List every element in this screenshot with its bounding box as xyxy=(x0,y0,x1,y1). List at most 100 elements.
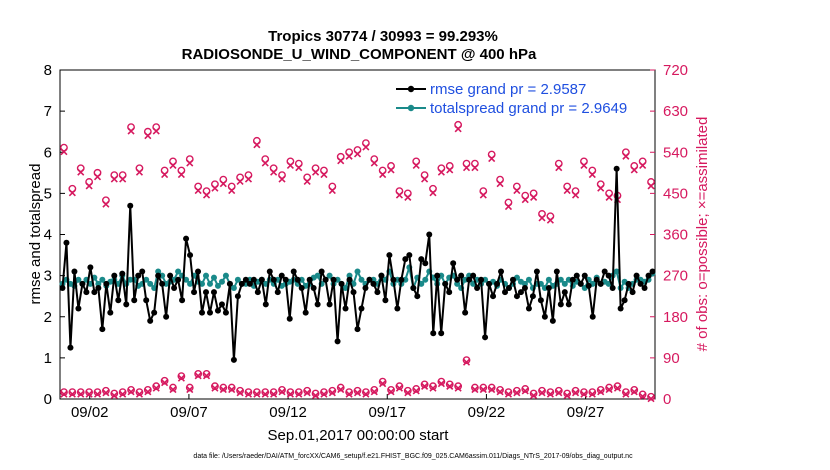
obs-assimilated-marker xyxy=(479,191,487,199)
obs-possible-marker xyxy=(529,389,538,398)
rmse-point xyxy=(266,268,273,275)
rmse-point xyxy=(502,289,509,296)
rmse-point xyxy=(258,276,265,283)
totalspread-point xyxy=(557,276,564,283)
obs-possible-marker xyxy=(345,388,354,397)
rmse-point xyxy=(458,272,465,279)
obs-assimilated-marker xyxy=(404,389,412,397)
left-tick-label: 2 xyxy=(44,309,52,326)
rmse-point xyxy=(290,268,297,275)
obs-assimilated-marker xyxy=(421,382,429,390)
obs-possible-marker xyxy=(127,385,135,394)
obs-possible-marker xyxy=(353,386,362,395)
totalspread-point xyxy=(326,272,333,279)
obs-possible-marker xyxy=(68,388,77,397)
x-tick-label: 09/07 xyxy=(170,404,208,421)
rmse-series xyxy=(59,165,656,363)
obs-possible-marker xyxy=(320,388,328,397)
obs-assimilated-marker xyxy=(521,387,529,395)
rmse-point xyxy=(210,289,217,296)
rmse-point xyxy=(641,284,648,291)
obs-possible-marker xyxy=(563,389,572,398)
legend-rmse-marker xyxy=(407,85,415,93)
obs-assimilated-marker xyxy=(303,177,311,185)
obs-assimilated-marker xyxy=(211,184,219,192)
rmse-point xyxy=(131,297,138,304)
rmse-point xyxy=(637,280,644,287)
rmse-point xyxy=(286,315,293,322)
totalspread-point xyxy=(99,276,106,283)
totalspread-point xyxy=(521,280,528,287)
rmse-point xyxy=(418,256,425,263)
obs-assimilated-marker xyxy=(169,386,177,394)
rmse-point xyxy=(613,165,620,172)
obs-assimilated-marker xyxy=(639,392,647,400)
obs-possible-marker xyxy=(437,377,446,386)
obs-possible-marker xyxy=(387,385,395,394)
obs-assimilated-marker xyxy=(597,184,605,192)
obs-possible-marker xyxy=(512,386,521,395)
obs-possible-marker xyxy=(361,388,370,397)
totalspread-point xyxy=(358,276,365,283)
obs-possible-marker xyxy=(487,383,496,392)
obs-possible-marker xyxy=(303,386,312,395)
obs-assimilated-marker xyxy=(345,390,353,398)
obs-assimilated-marker xyxy=(429,384,437,392)
obs-possible-marker xyxy=(118,388,127,397)
obs-possible-marker xyxy=(194,369,203,378)
rmse-point xyxy=(557,301,564,308)
obs-possible-marker xyxy=(278,385,286,394)
obs-assimilated-marker xyxy=(278,175,286,183)
rmse-point xyxy=(127,202,134,209)
x-tick-label: 09/22 xyxy=(468,404,506,421)
obs-assimilated-marker xyxy=(613,384,622,392)
rmse-point xyxy=(525,305,532,312)
obs-possible-marker xyxy=(244,388,253,397)
obs-assimilated-marker xyxy=(412,387,420,395)
obs-assimilated-marker xyxy=(144,132,152,140)
obs-possible-marker xyxy=(227,383,236,392)
rmse-point xyxy=(454,276,461,283)
obs-possible-marker xyxy=(588,388,597,397)
x-tick-label: 09/27 xyxy=(567,404,605,421)
rmse-point xyxy=(123,301,130,308)
obs-assimilated-marker xyxy=(194,186,202,195)
obs-assimilated-marker xyxy=(312,391,320,400)
rmse-point xyxy=(386,252,393,259)
legend: rmse grand pr = 2.9587 totalspread grand… xyxy=(396,81,627,117)
rmse-point xyxy=(549,317,556,324)
plot-area xyxy=(59,69,656,400)
obs-possible-marker xyxy=(202,369,211,378)
obs-possible-marker xyxy=(580,388,588,397)
obs-assimilated-marker xyxy=(513,186,521,195)
obs-possible-marker xyxy=(621,388,630,397)
obs-assimilated-marker xyxy=(446,166,454,174)
rmse-point xyxy=(71,268,78,275)
rmse-point xyxy=(183,235,190,242)
left-tick-label: 1 xyxy=(44,350,52,367)
rmse-point xyxy=(171,284,178,291)
obs-possible-marker xyxy=(596,385,605,394)
obs-assimilated-marker xyxy=(253,141,261,149)
rmse-point xyxy=(541,313,548,320)
totalspread-point xyxy=(218,278,225,285)
rmse-point xyxy=(581,272,588,279)
obs-assimilated-marker xyxy=(580,390,588,398)
obs-assimilated-marker xyxy=(513,389,521,397)
rmse-point xyxy=(147,317,154,324)
totalspread-point xyxy=(183,276,190,283)
obs-possible-marker xyxy=(504,388,513,397)
obs-assimilated-marker xyxy=(488,386,496,394)
rmse-point xyxy=(426,231,433,238)
rmse-point xyxy=(645,272,652,279)
obs-assimilated-marker xyxy=(546,390,554,398)
obs-assimilated-marker xyxy=(353,389,362,397)
obs-assimilated-marker xyxy=(647,182,655,190)
obs-assimilated-marker xyxy=(161,170,169,179)
obs-possible-marker xyxy=(638,390,647,399)
chart-title-line2: RADIOSONDE_U_WIND_COMPONENT @ 400 hPa xyxy=(182,46,537,63)
rmse-point xyxy=(314,301,321,308)
rmse-point xyxy=(254,289,261,296)
right-tick-label: 540 xyxy=(663,144,688,161)
obs-assimilated-marker xyxy=(186,386,194,394)
